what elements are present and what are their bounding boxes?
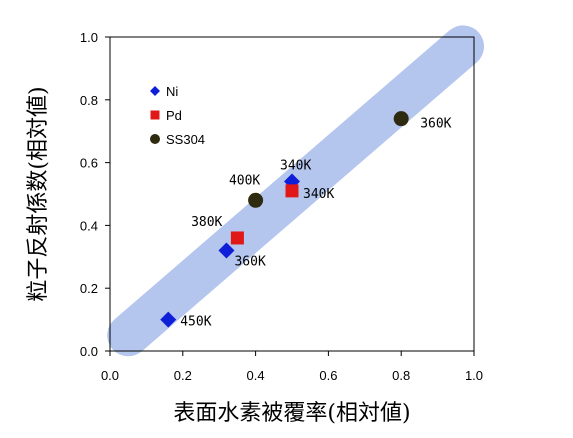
y-tick-label: 0.8 [80, 93, 98, 108]
legend-label-ni: Ni [166, 84, 178, 99]
x-tick-label: 1.0 [465, 368, 483, 383]
point-labels: 450K 360K 340K 380K 340K 400K 360K [180, 117, 451, 330]
point-label: 340K [303, 187, 334, 202]
legend-label-ss304: SS304 [166, 132, 205, 147]
point-label: 450K [180, 315, 211, 330]
x-tick-label: 0.0 [101, 368, 119, 383]
y-tick-label: 0.6 [80, 156, 98, 171]
x-axis-title: 表面水素被覆率(相対値) [173, 401, 410, 426]
x-tick-label: 0.4 [247, 368, 265, 383]
legend-label-pd: Pd [166, 108, 182, 123]
legend-marker-ni [150, 86, 160, 96]
legend-marker-ss304 [150, 134, 160, 144]
axis-ticks: 0.0 0.2 0.4 0.6 0.8 1.0 0.0 0.2 0.4 0.6 0.8 1.0 [80, 30, 483, 383]
y-axis-title: 粒子反射係数(相対値) [26, 86, 51, 301]
point-label: 340K [280, 158, 311, 173]
y-tick-label: 0.4 [80, 218, 98, 233]
plot-area-frame [109, 36, 475, 352]
data-point-pd [285, 184, 299, 198]
x-tick-label: 0.8 [392, 368, 410, 383]
y-tick-label: 0.0 [80, 344, 98, 359]
data-point-ni [160, 311, 177, 328]
data-markers [160, 111, 409, 328]
y-tick-label: 1.0 [80, 30, 98, 45]
point-label: 360K [420, 117, 451, 132]
data-point-pd [230, 231, 244, 245]
data-point-ss304 [248, 192, 264, 208]
x-tick-label: 0.6 [319, 368, 337, 383]
point-label: 380K [191, 215, 222, 230]
legend-marker-pd [150, 110, 160, 120]
data-point-ss304 [393, 111, 409, 127]
data-point-ni [218, 242, 235, 259]
y-tick-label: 0.2 [80, 281, 98, 296]
point-label: 360K [234, 255, 265, 270]
point-label: 400K [229, 173, 260, 188]
legend: Ni Pd SS304 [150, 84, 205, 147]
x-tick-label: 0.2 [174, 368, 192, 383]
